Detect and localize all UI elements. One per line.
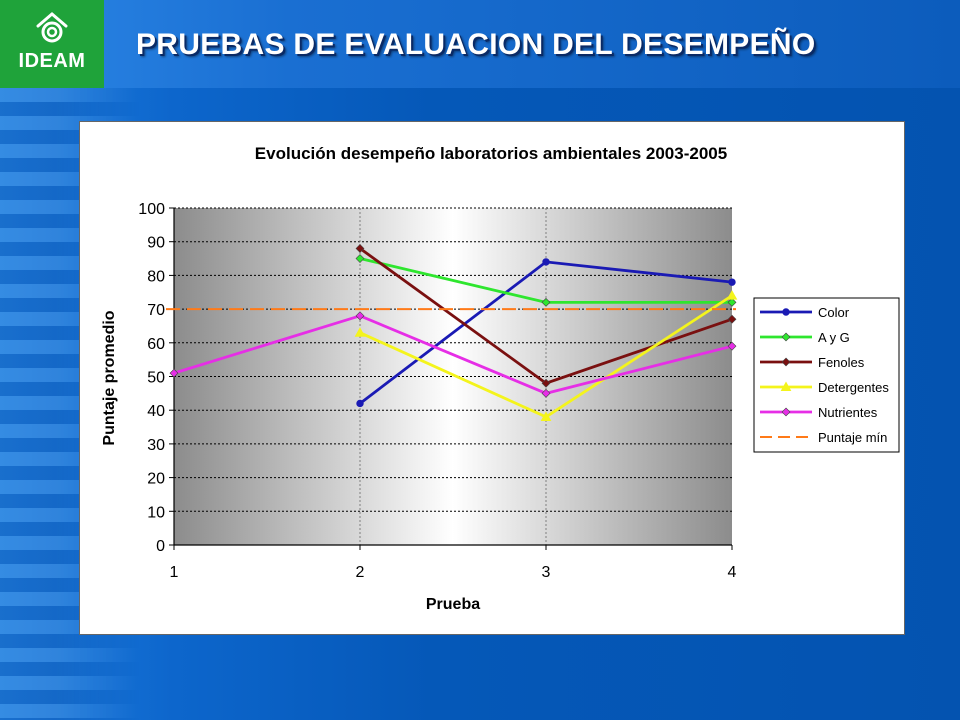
legend-label-nutrientes: Nutrientes <box>818 405 878 420</box>
legend: Color A y G Fenoles Detergentes Nutrientes Pu… <box>753 297 900 453</box>
data-point-detergentes <box>726 290 738 300</box>
y-tick-label: 90 <box>147 235 165 252</box>
line-chart: 0 10 20 30 40 50 60 70 80 90 100 1 2 3 4 Evolución des… <box>101 144 900 613</box>
data-point-a-y-g <box>541 297 551 307</box>
legend-marker-detergentes <box>780 381 792 391</box>
legend-label-a-y-g: A y G <box>818 330 850 345</box>
x-tick-label: 1 <box>170 564 179 581</box>
header-bar <box>0 0 960 88</box>
logo-text: IDEAM <box>18 50 86 72</box>
data-point-nutrientes <box>541 388 551 398</box>
data-point-color <box>542 258 550 266</box>
series-nutrientes <box>169 311 737 398</box>
logo-swirl-icon <box>36 12 68 43</box>
y-tick-label: 60 <box>147 336 165 353</box>
x-tick-label: 4 <box>728 564 737 581</box>
x-axis-label: Prueba <box>426 596 480 613</box>
legend-marker-color <box>782 308 790 316</box>
data-point-detergentes <box>354 327 366 337</box>
legend-label-color: Color <box>818 305 850 320</box>
x-tick-label: 3 <box>542 564 551 581</box>
data-point-color <box>728 278 736 286</box>
chart-title: Evolución desempeño laboratorios ambient… <box>255 144 727 163</box>
series-line-nutrientes <box>173 314 733 395</box>
y-tick-label: 50 <box>147 370 165 387</box>
page-title: PRUEBAS DE EVALUACION DEL DESEMPEÑO <box>136 28 816 61</box>
plot-area <box>174 208 732 545</box>
legend-label-fenoles: Fenoles <box>818 355 865 370</box>
series-color <box>356 258 736 408</box>
data-point-detergentes <box>540 411 552 421</box>
y-tick-label: 0 <box>156 538 165 555</box>
data-point-fenoles <box>727 314 737 324</box>
y-tick-label: 70 <box>147 302 165 319</box>
legend-marker-nutrientes <box>781 407 791 417</box>
legend-label-detergentes: Detergentes <box>818 380 889 395</box>
data-point-color <box>356 399 364 408</box>
data-point-a-y-g <box>727 297 737 307</box>
y-tick-label: 10 <box>147 504 165 521</box>
data-point-nutrientes <box>355 311 365 321</box>
y-axis-label: Puntaje promedio <box>101 310 118 445</box>
y-tick-label: 100 <box>138 201 165 218</box>
y-tick-label: 40 <box>147 403 165 420</box>
data-point-fenoles <box>541 378 551 388</box>
series-a-y-g <box>355 254 737 307</box>
data-point-fenoles <box>355 244 365 253</box>
series-detergentes <box>354 290 738 421</box>
ideam-logo: IDEAM <box>0 0 104 88</box>
y-tick-label: 80 <box>147 268 165 285</box>
legend-marker-fenoles <box>781 357 791 367</box>
chart-panel: 0 10 20 30 40 50 60 70 80 90 100 1 2 3 4 Evolución des… <box>79 121 905 635</box>
series-fenoles <box>355 244 737 388</box>
y-tick-label: 30 <box>147 437 165 454</box>
legend-label-puntaje-m-n: Puntaje mín <box>818 430 887 445</box>
data-point-a-y-g <box>355 254 365 263</box>
x-tick-label: 2 <box>356 564 365 581</box>
y-tick-label: 20 <box>147 471 165 488</box>
data-point-nutrientes <box>727 341 737 351</box>
data-point-nutrientes <box>169 368 179 378</box>
legend-marker-a-y-g <box>781 332 791 342</box>
legend-box <box>753 297 900 453</box>
